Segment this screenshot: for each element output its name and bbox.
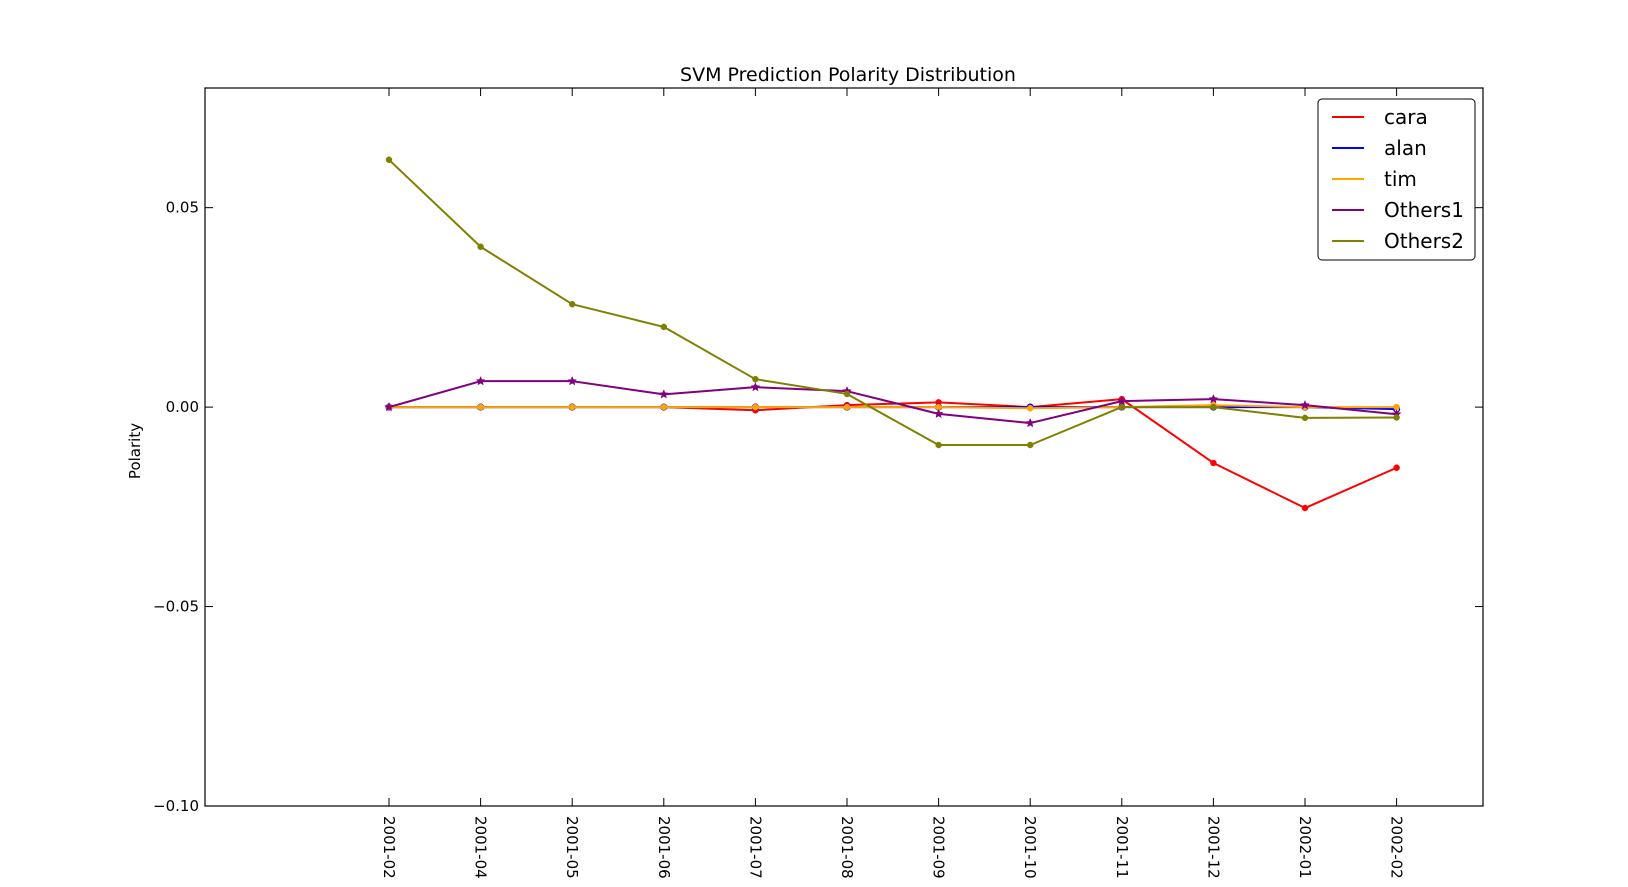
legend-label-others1: Others1: [1384, 198, 1464, 222]
series-others2-point: [477, 243, 484, 251]
x-tick-label: 2001-04: [472, 816, 490, 879]
series-others1-point: [658, 389, 669, 399]
series-tim-point: [1026, 405, 1034, 412]
x-tick-label: 2001-07: [746, 816, 764, 879]
y-tick-label: 0.05: [166, 199, 199, 217]
x-tick-label: 2001-02: [380, 816, 398, 879]
series-others2-point: [935, 441, 942, 449]
series-others2-point: [1210, 403, 1217, 411]
series-others1-point: [384, 401, 394, 412]
series-others2-point: [660, 323, 668, 331]
legend-label-alan: alan: [1384, 136, 1427, 160]
x-tick-label: 2001-12: [1204, 816, 1222, 879]
series-others2-point: [1393, 414, 1400, 421]
legend-box: [1317, 98, 1476, 261]
series-cara-point: [1301, 504, 1309, 512]
x-tick-label: 2001-08: [838, 816, 856, 879]
series-tim-point: [843, 403, 851, 411]
y-tick-label: −0.05: [153, 598, 199, 616]
x-tick-label: 2001-09: [930, 816, 948, 879]
series-others2-point: [1118, 403, 1126, 411]
series-cara-point: [1393, 464, 1400, 471]
series-cara-line: [389, 398, 1398, 510]
series-others1-point: [1025, 417, 1036, 428]
x-tick-label: 2001-10: [1021, 816, 1039, 879]
x-tick-label: 2002-02: [1388, 816, 1406, 879]
series-others2-point: [1301, 414, 1309, 422]
series-others1-point: [1208, 393, 1219, 404]
series-tim-point: [752, 403, 759, 411]
series-tim-point: [568, 403, 576, 411]
series-others2-point: [385, 156, 393, 164]
series-tim-point: [660, 403, 668, 411]
chart-title: SVM Prediction Polarity Distribution: [680, 64, 1016, 86]
legend-label-cara: cara: [1384, 105, 1428, 129]
y-tick-label: 0.00: [166, 398, 199, 416]
series-others1-point: [567, 376, 578, 386]
series-others1-line: [388, 380, 1397, 425]
x-tick-label: 2001-11: [1113, 816, 1131, 879]
series-others1-point: [933, 408, 944, 419]
axis-ticks: 0.05 0.00 −0.05 −0.10 2001-02 2001-04 2001-05 2…: [153, 88, 1483, 879]
series-tim-point: [477, 403, 484, 411]
series-others2-point: [1026, 441, 1034, 449]
series-others2-point: [752, 375, 759, 383]
series-others1-point: [1116, 395, 1127, 406]
x-tick-label: 2001-05: [563, 816, 581, 879]
y-axis-label: Polarity: [126, 423, 144, 479]
legend-label-others2: Others2: [1384, 229, 1464, 253]
plot-frame: [204, 87, 1484, 807]
legend: cara alan tim Others1 Others2: [1317, 98, 1476, 261]
series-others1-point: [1300, 399, 1310, 410]
series-cara: [385, 395, 1400, 512]
series-others1-point: [750, 382, 761, 392]
series-others2: [385, 156, 1400, 449]
legend-label-tim: tim: [1384, 167, 1417, 191]
series-others2-point: [568, 300, 576, 308]
plot-area: [384, 156, 1402, 512]
series-cara-point: [1210, 459, 1217, 467]
x-tick-label: 2002-01: [1296, 816, 1314, 879]
x-tick-label: 2001-06: [655, 816, 673, 879]
series-tim-line: [389, 404, 1397, 410]
y-tick-label: −0.10: [153, 797, 199, 815]
series-others2-point: [843, 390, 851, 398]
series-others2-line: [388, 159, 1397, 447]
series-others1-point: [475, 376, 486, 386]
